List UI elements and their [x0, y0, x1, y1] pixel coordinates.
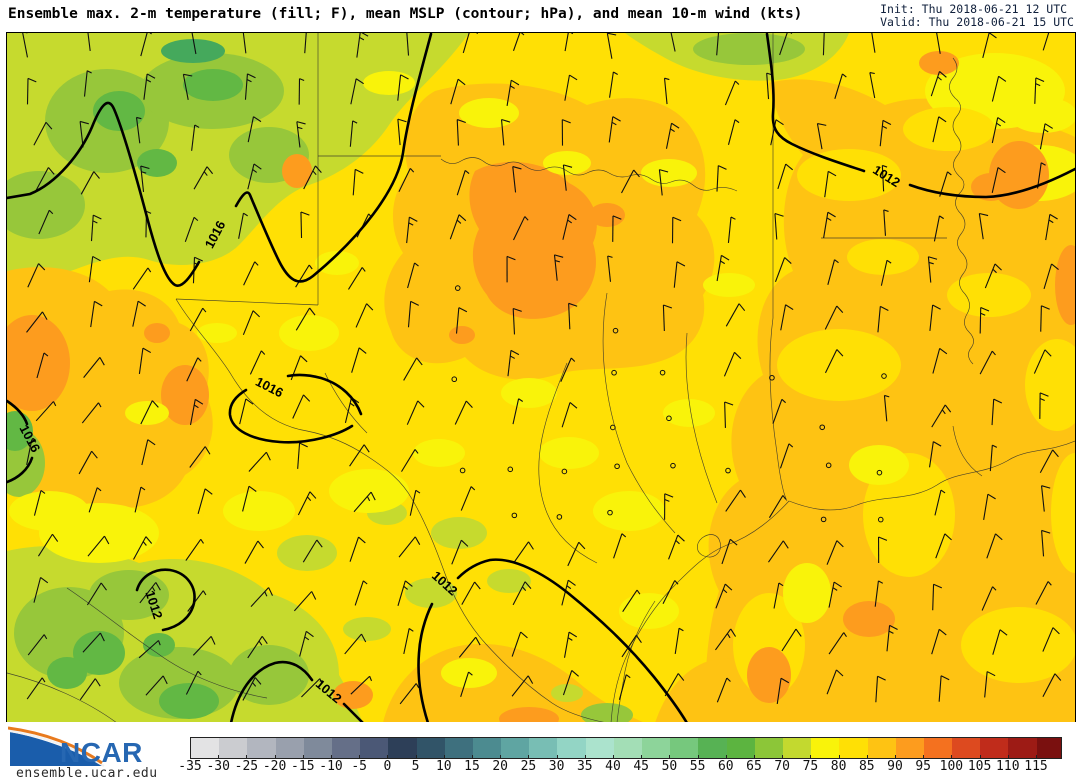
mslp-contour-layer	[7, 33, 1075, 723]
footer-bar: NCAR ensemble.ucar.edu -35 -30 -25 -20 -15 -1…	[0, 722, 1080, 781]
colorbar-segment	[388, 738, 417, 758]
logo-wordmark: NCAR	[60, 737, 143, 768]
mslp-contour	[135, 568, 196, 632]
mslp-contour	[417, 558, 689, 723]
colorbar-tick: 90	[875, 755, 915, 774]
page-title: Ensemble max. 2-m temperature (fill; F),…	[8, 6, 803, 22]
colorbar	[190, 737, 1062, 759]
colorbar-segment	[529, 738, 558, 758]
colorbar-tick: 60	[706, 755, 746, 774]
colorbar-tick: 10	[424, 755, 464, 774]
colorbar-segment	[303, 738, 332, 758]
colorbar-segment	[557, 738, 586, 758]
time-stamps: Init: Thu 2018-06-21 12 UTC Valid: Thu 2…	[880, 3, 1074, 29]
colorbar-segment	[275, 738, 304, 758]
valid-time: Valid: Thu 2018-06-21 15 UTC	[880, 15, 1074, 29]
colorbar-tick: 65	[734, 755, 774, 774]
colorbar-segment	[247, 738, 276, 758]
mslp-contour	[765, 33, 1075, 199]
colorbar-segment	[839, 738, 868, 758]
colorbar-tick: 50	[649, 755, 689, 774]
colorbar-tick: 55	[678, 755, 718, 774]
colorbar-segment	[642, 738, 671, 758]
colorbar-tick: -20	[255, 755, 295, 774]
colorbar-segment	[219, 738, 248, 758]
mslp-contour	[229, 660, 365, 723]
wind-barb-layer	[22, 33, 1062, 705]
colorbar-segment	[782, 738, 812, 758]
colorbar-tick: 15	[452, 755, 492, 774]
logo-swoosh-orange	[8, 726, 103, 765]
colorbar-segment	[952, 738, 981, 758]
colorbar-tick: -10	[311, 755, 351, 774]
colorbar-tick: 40	[593, 755, 633, 774]
colorbar-tick: 35	[565, 755, 605, 774]
colorbar-segment	[867, 738, 896, 758]
colorbar-segment	[980, 738, 1009, 758]
colorbar-segment	[472, 738, 502, 758]
ncar-logo: NCAR	[8, 726, 143, 768]
colorbar-segment	[923, 738, 953, 758]
colorbar-segment	[726, 738, 755, 758]
mslp-contour	[228, 373, 363, 444]
colorbar-tick: -30	[198, 755, 238, 774]
colorbar-segment	[698, 738, 727, 758]
colorbar-tick: 110	[988, 755, 1028, 774]
colorbar-tick: 45	[621, 755, 661, 774]
colorbar-tick: -15	[283, 755, 323, 774]
colorbar-tick: -5	[339, 755, 379, 774]
mslp-contour	[7, 33, 433, 288]
colorbar-tick: 75	[790, 755, 830, 774]
colorbar-segment	[501, 738, 530, 758]
logo-swoosh	[10, 732, 104, 766]
init-time: Init: Thu 2018-06-21 12 UTC	[880, 2, 1068, 16]
colorbar-tick: 80	[819, 755, 859, 774]
colorbar-segment	[444, 738, 473, 758]
colorbar-tick: 30	[537, 755, 577, 774]
colorbar-extend-segment	[1036, 738, 1061, 758]
colorbar-tick: 0	[367, 755, 407, 774]
header-bar: Ensemble max. 2-m temperature (fill; F),…	[0, 0, 1080, 32]
colorbar-segment	[1008, 738, 1037, 758]
colorbar-segment	[895, 738, 924, 758]
colorbar-segment	[331, 738, 361, 758]
colorbar-tick: 85	[847, 755, 887, 774]
colorbar-segment	[416, 738, 445, 758]
colorbar-tick: 115	[1016, 755, 1056, 774]
colorbar-segment	[811, 738, 840, 758]
colorbar-segment	[191, 738, 220, 758]
colorbar-segment	[360, 738, 389, 758]
colorbar-tick: 95	[903, 755, 943, 774]
colorbar-tick: 25	[508, 755, 548, 774]
logo-swoosh-highlight	[9, 729, 105, 768]
colorbar-segment	[670, 738, 699, 758]
colorbar-segment	[754, 738, 783, 758]
colorbar-tick: -35	[170, 755, 210, 774]
colorbar-tick: 105	[960, 755, 1000, 774]
colorbar-tick: 100	[931, 755, 971, 774]
colorbar-tick: 20	[480, 755, 520, 774]
map-panel: 1016 1016 1016 1012 1012 1012 1012	[6, 32, 1076, 724]
site-url: ensemble.ucar.edu	[16, 766, 158, 781]
colorbar-tick: 5	[396, 755, 436, 774]
colorbar-segment	[585, 738, 614, 758]
temperature-fill-layer	[7, 33, 1075, 723]
mslp-contour	[7, 399, 34, 484]
colorbar-segment	[613, 738, 642, 758]
colorbar-tick: 70	[762, 755, 802, 774]
colorbar-tick: -25	[226, 755, 266, 774]
